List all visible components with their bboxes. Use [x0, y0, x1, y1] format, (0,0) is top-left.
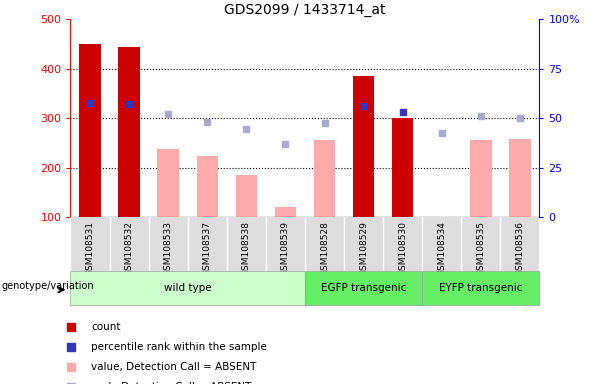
- Text: GSM108539: GSM108539: [281, 221, 290, 276]
- Text: GSM108529: GSM108529: [359, 221, 368, 276]
- Bar: [470, 140, 492, 217]
- Text: GSM108538: GSM108538: [242, 221, 251, 276]
- Text: GSM108528: GSM108528: [320, 221, 329, 276]
- Text: count: count: [91, 322, 121, 332]
- Bar: [509, 139, 531, 217]
- Text: value, Detection Call = ABSENT: value, Detection Call = ABSENT: [91, 362, 256, 372]
- Text: GSM108530: GSM108530: [398, 221, 407, 276]
- Bar: [314, 140, 335, 217]
- Text: EGFP transgenic: EGFP transgenic: [321, 283, 406, 293]
- Text: genotype/variation: genotype/variation: [1, 281, 94, 291]
- Text: GSM108535: GSM108535: [476, 221, 485, 276]
- Bar: [158, 149, 179, 217]
- Bar: [235, 175, 257, 217]
- Bar: [275, 207, 296, 217]
- Text: GSM108532: GSM108532: [124, 221, 134, 276]
- Bar: [353, 76, 375, 217]
- Text: GSM108534: GSM108534: [437, 221, 446, 276]
- Text: GSM108536: GSM108536: [516, 221, 524, 276]
- Bar: [422, 271, 539, 305]
- Text: GSM108531: GSM108531: [86, 221, 94, 276]
- Text: GSM108537: GSM108537: [203, 221, 211, 276]
- Bar: [392, 118, 413, 217]
- Text: percentile rank within the sample: percentile rank within the sample: [91, 342, 267, 352]
- Bar: [118, 47, 140, 217]
- Bar: [79, 44, 101, 217]
- Text: wild type: wild type: [164, 283, 211, 293]
- Text: GSM108533: GSM108533: [164, 221, 173, 276]
- Bar: [197, 156, 218, 217]
- Text: rank, Detection Call = ABSENT: rank, Detection Call = ABSENT: [91, 382, 251, 384]
- Text: EYFP transgenic: EYFP transgenic: [439, 283, 522, 293]
- Bar: [305, 271, 422, 305]
- Title: GDS2099 / 1433714_at: GDS2099 / 1433714_at: [224, 3, 386, 17]
- Bar: [70, 271, 305, 305]
